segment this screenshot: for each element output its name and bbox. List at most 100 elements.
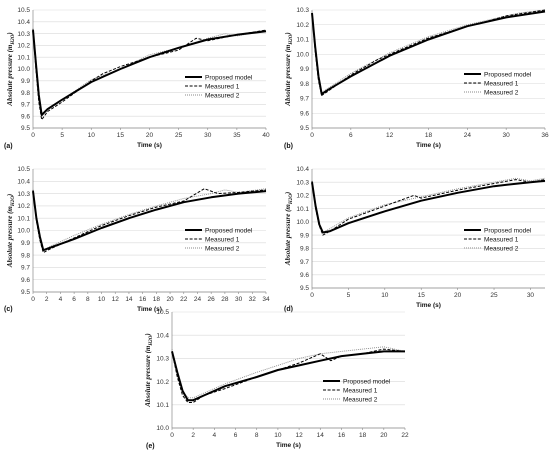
y-axis-title: Absolute pressure (mH2O) [6,32,16,106]
y-tick-label: 9.5 [300,285,309,292]
x-tick-label: 12 [112,296,120,303]
y-tick-label: 10.4 [156,332,169,339]
x-tick-label: 28 [221,296,229,303]
x-tick-label: 22 [401,432,409,439]
y-tick-label: 9.9 [21,78,30,85]
x-tick-label: 2 [45,296,49,303]
y-axis-title-main: Absolute pressure (m [284,204,292,267]
legend-entry: Measured 1 [484,80,519,87]
chart-panel-4: 9.5 9.6 9.7 9.8 9.9 10.0 10.1 10.2 10.3 10.4 0 5 10 1… [284,166,546,313]
y-tick-label: 10.0 [156,425,169,432]
y-tick-label: 10.5 [17,7,30,14]
y-axis-title-close: ) [284,192,292,195]
panel-label: (c) [4,306,13,313]
series-line-solid [32,30,267,116]
x-tick-label: 34 [262,296,270,303]
x-tick-label: 24 [194,296,202,303]
y-tick-label: 9.8 [21,252,30,259]
y-tick-label: 10.1 [296,37,309,44]
x-tick-label: 26 [208,296,216,303]
series-line-solid [32,190,267,252]
y-tick-label: 10.2 [17,43,30,50]
x-tick-label: 5 [347,292,351,299]
legend-entry: Proposed model [484,71,532,78]
y-tick-label: 10.0 [17,228,30,235]
legend-entry: Measured 1 [205,236,240,243]
y-axis-title-main: Absolute pressure (m [284,44,292,107]
y-tick-label: 9.6 [300,272,309,279]
x-axis-title: Time (s) [416,142,441,149]
y-tick-label: 9.7 [300,259,309,266]
y-tick-label: 10.1 [156,402,169,409]
x-tick-label: 20 [166,296,174,303]
y-tick-label: 10.0 [296,51,309,58]
x-tick-label: 30 [527,292,535,299]
y-axis-title-close: ) [144,333,152,336]
x-tick-label: 0 [170,432,174,439]
legend-entry: Measured 1 [343,387,378,394]
y-tick-label: 10.5 [17,166,30,173]
y-tick-label: 9.6 [21,113,30,120]
x-tick-label: 10 [88,132,96,139]
x-tick-label: 30 [235,296,243,303]
y-axis-title: Absolute pressure (mH2O) [6,194,16,268]
y-tick-label: 9.8 [300,246,309,253]
y-axis-title-subscript: H2O [289,194,294,205]
y-tick-label: 9.9 [300,66,309,73]
y-axis-title-main: Absolute pressure (m [144,345,152,408]
y-tick-label: 9.5 [300,125,309,132]
x-tick-label: 0 [31,132,35,139]
legend-entry: Measured 2 [205,245,240,252]
panel-label: (d) [284,306,293,313]
x-tick-label: 5 [60,132,64,139]
legend: Proposed model Measured 1 Measured 2 [185,227,253,252]
x-axis-title: Time (s) [137,142,162,149]
x-tick-label: 4 [59,296,63,303]
y-tick-label: 9.8 [21,90,30,97]
legend-entry: Proposed model [484,227,532,234]
y-axis-title-close: ) [6,32,14,35]
x-tick-label: 14 [317,432,325,439]
x-tick-label: 8 [255,432,259,439]
y-tick-label: 10.4 [17,179,30,186]
y-axis-title: Absolute pressure (mH2O) [284,32,294,106]
y-tick-label: 10.3 [17,31,30,38]
y-tick-label: 10.1 [17,215,30,222]
y-tick-label: 10.3 [156,356,169,363]
chart-panel-1: 9.5 9.6 9.7 9.8 9.9 10.0 10.1 10.2 10.3 10.4 10.5 0… [4,7,270,150]
y-tick-label: 9.5 [21,289,30,296]
x-axis-title: Time (s) [276,442,301,449]
series-line-dotted [311,9,546,94]
series-line-solid [311,179,546,234]
x-axis-title: Time (s) [416,302,441,309]
legend-entry: Measured 1 [205,83,240,90]
y-axis-title-close: ) [6,194,14,197]
x-tick-label: 4 [213,432,217,439]
x-tick-label: 0 [310,292,314,299]
legend-entry: Measured 2 [205,92,240,99]
legend: Proposed model Measured 1 Measured 2 [464,71,532,96]
y-axis-title-subscript: H2O [149,335,154,346]
x-tick-label: 10 [381,292,389,299]
y-tick-label: 10.2 [156,379,169,386]
panel-label: (b) [284,143,293,150]
x-tick-label: 0 [310,132,314,139]
x-tick-label: 24 [464,132,472,139]
x-tick-label: 20 [454,292,462,299]
y-tick-label: 9.8 [300,81,309,88]
legend: Proposed model Measured 1 Measured 2 [323,378,391,403]
legend-entry: Measured 2 [484,89,519,96]
x-tick-label: 18 [359,432,367,439]
y-axis-title-main: Absolute pressure (m [6,206,14,269]
chart-panel-5: 10.0 10.1 10.2 10.3 10.4 10.5 0 2 4 6 8 10 12 14 16 18 2… [144,309,409,450]
y-tick-label: 9.7 [21,102,30,109]
x-tick-label: 40 [262,132,270,139]
y-tick-label: 10.3 [296,7,309,14]
x-axis-title: Time (s) [137,306,162,313]
legend-entry: Proposed model [343,378,391,385]
x-tick-label: 6 [349,132,353,139]
y-tick-label: 10.3 [296,179,309,186]
x-tick-label: 18 [425,132,433,139]
x-tick-label: 25 [175,132,183,139]
